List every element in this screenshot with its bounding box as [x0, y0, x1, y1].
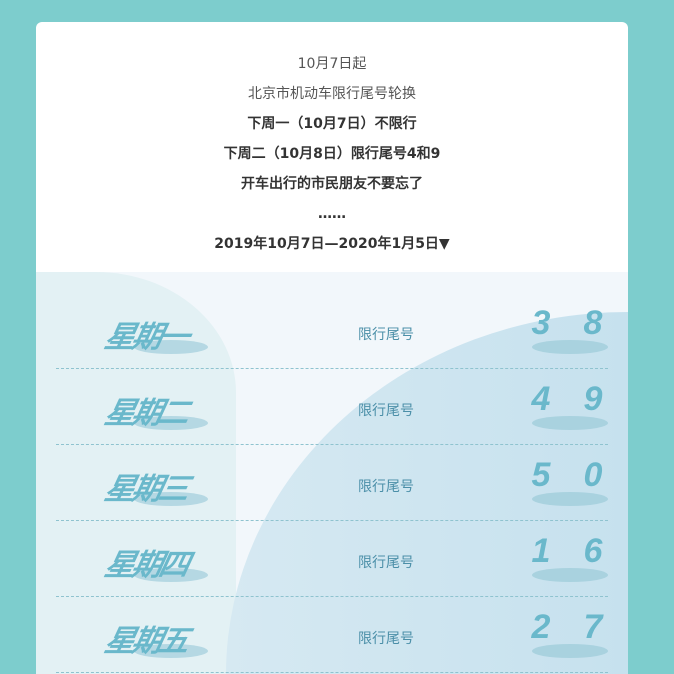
- schedule-row: 星期五 限行尾号 2 7: [56, 596, 608, 673]
- digit: 1: [531, 532, 551, 570]
- weekday: 星期三: [101, 472, 190, 507]
- decor-shadow: [532, 416, 608, 430]
- digit: 4: [531, 380, 551, 418]
- decor-shadow: [134, 568, 208, 582]
- restriction-label: 限行尾号: [358, 479, 414, 495]
- decor-shadow: [134, 340, 208, 354]
- schedule-row: 星期二 限行尾号 4 9: [56, 368, 608, 445]
- digit: 9: [583, 380, 603, 418]
- decor-shadow: [134, 416, 208, 430]
- decor-shadow: [532, 492, 608, 506]
- digit: 5: [531, 456, 551, 494]
- decor-shape: [36, 272, 236, 674]
- decor-shadow: [532, 644, 608, 658]
- schedule-row: 星期一 限行尾号 3 8: [56, 292, 608, 369]
- intro-reminder: 开车出行的市民朋友不要忘了: [241, 176, 423, 192]
- schedule-row: 星期三 限行尾号 5 0: [56, 444, 608, 521]
- intro-monday: 下周一（10月7日）不限行: [247, 116, 417, 132]
- restriction-label: 限行尾号: [358, 631, 414, 647]
- intro-period: 2019年10月7日—2020年1月5日▼: [214, 236, 450, 252]
- intro-date: 10月7日起: [297, 56, 367, 72]
- restriction-label: 限行尾号: [358, 555, 414, 571]
- restriction-label: 限行尾号: [358, 327, 414, 343]
- decor-shadow: [134, 644, 208, 658]
- intro-headline: 北京市机动车限行尾号轮换: [248, 86, 416, 102]
- digit: 3: [531, 304, 551, 342]
- decor-shadow: [134, 492, 208, 506]
- weekday: 星期一: [101, 320, 190, 355]
- restriction-label: 限行尾号: [358, 403, 414, 419]
- schedule-row: 星期四 限行尾号 1 6: [56, 520, 608, 597]
- weekday: 星期二: [101, 396, 190, 431]
- digit: 6: [583, 532, 603, 570]
- intro-text: 10月7日起 北京市机动车限行尾号轮换 下周一（10月7日）不限行 下周二（10…: [36, 22, 628, 264]
- digit: 8: [583, 304, 603, 342]
- schedule-panel: 星期一 限行尾号 3 8 星期二 限行尾号 4 9 星期三 限行尾号 5 0 星期四 限行尾号 1 6 星期五限…: [36, 272, 628, 674]
- weekday: 星期四: [101, 548, 190, 583]
- intro-tuesday: 下周二（10月8日）限行尾号4和9: [223, 146, 441, 162]
- weekday: 星期五: [101, 624, 190, 659]
- digit: 0: [583, 456, 603, 494]
- intro-ellipsis: ……: [318, 206, 346, 222]
- digit: 2: [531, 608, 551, 646]
- decor-shadow: [532, 568, 608, 582]
- article-card: 10月7日起 北京市机动车限行尾号轮换 下周一（10月7日）不限行 下周二（10…: [36, 22, 628, 674]
- decor-shadow: [532, 340, 608, 354]
- digit: 7: [583, 608, 603, 646]
